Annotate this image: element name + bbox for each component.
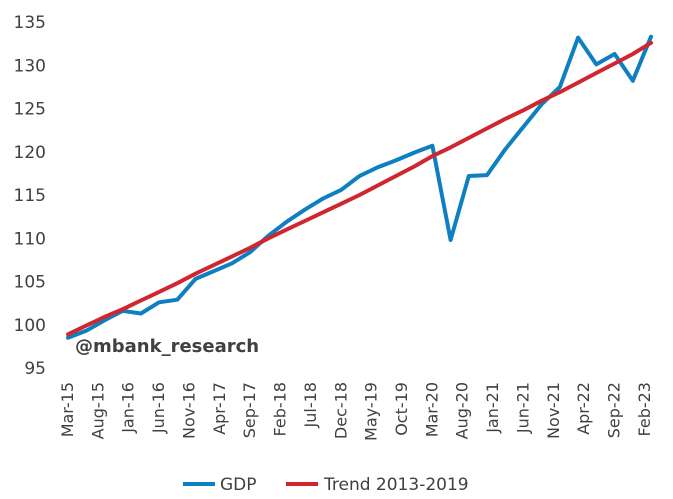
x-tick-label: Jun-16 [149, 382, 168, 434]
y-tick-label: 135 [14, 13, 46, 33]
legend-label: Trend 2013-2019 [323, 475, 469, 495]
series-line-1 [66, 40, 653, 337]
x-tick-label: Jan-16 [119, 382, 138, 434]
x-tick-label: Mar-15 [58, 382, 77, 437]
series-lines [66, 34, 653, 340]
x-tick-label: Jun-21 [513, 382, 532, 434]
y-tick-label: 110 [14, 229, 46, 249]
x-tick-label: Nov-21 [544, 382, 563, 439]
x-tick-label: Aug-15 [88, 382, 107, 439]
x-tick-label: Feb-18 [271, 382, 290, 436]
y-axis-ticks: 95 100 105 110 115 120 125 130 135 [14, 13, 46, 379]
x-tick-label: Sep-17 [240, 382, 259, 438]
x-tick-label: Sep-22 [605, 382, 624, 438]
x-tick-label: Mar-20 [422, 382, 441, 437]
y-tick-label: 100 [14, 316, 46, 336]
y-tick-label: 105 [14, 273, 46, 293]
y-tick-label: 120 [14, 143, 46, 163]
watermark: @mbank_research [75, 336, 259, 357]
x-tick-label: Jan-21 [483, 382, 502, 434]
x-tick-label: Oct-19 [392, 382, 411, 436]
series-line-0 [66, 34, 653, 340]
legend-label: GDP [220, 475, 257, 495]
y-tick-label: 130 [14, 56, 46, 76]
x-tick-label: Feb-23 [635, 382, 654, 436]
x-tick-label: May-19 [362, 382, 381, 441]
x-tick-label: Dec-18 [331, 382, 350, 439]
x-tick-label: Jul-18 [301, 382, 320, 428]
y-tick-label: 125 [14, 100, 46, 120]
x-axis-ticks: Mar-15 Aug-15 Jan-16 Jun-16 Nov-16 Apr-17 Sep-… [58, 382, 654, 441]
x-tick-label: Aug-20 [453, 382, 472, 439]
x-tick-label: Apr-22 [574, 382, 593, 435]
y-tick-label: 115 [14, 186, 46, 206]
legend: GDP Trend 2013-2019 [183, 475, 469, 495]
x-tick-label: Apr-17 [210, 382, 229, 435]
x-tick-label: Nov-16 [179, 382, 198, 439]
y-tick-label: 95 [24, 359, 46, 379]
